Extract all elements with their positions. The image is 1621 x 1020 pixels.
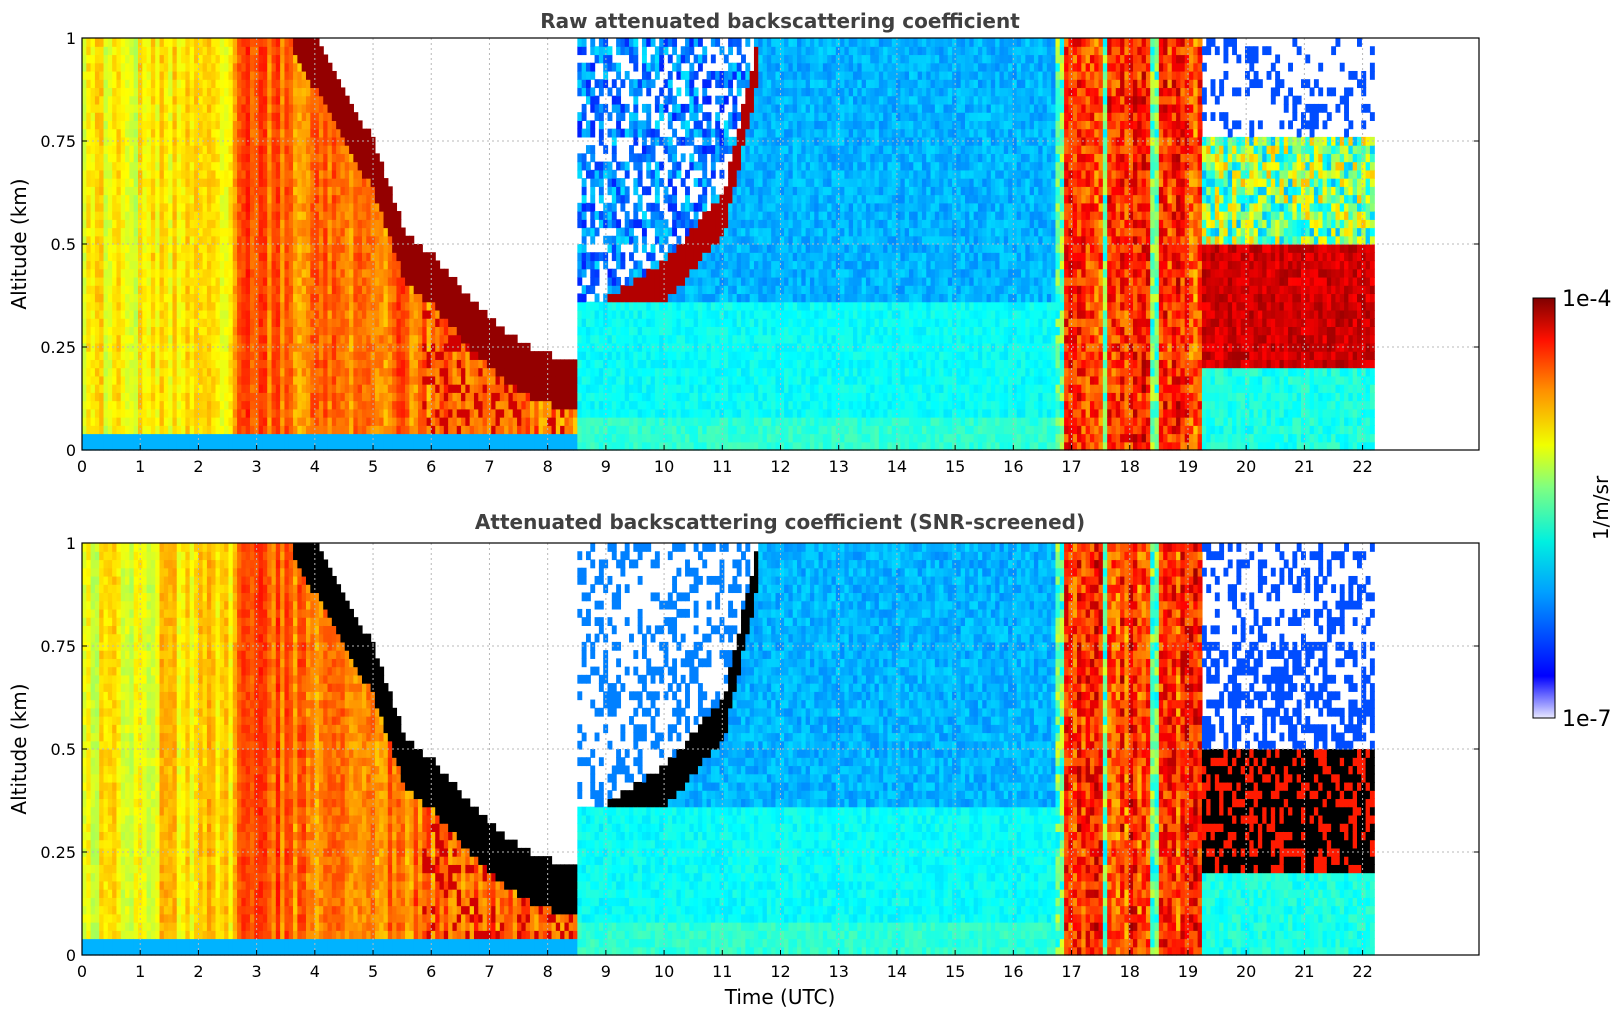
x-tick-label: 20 xyxy=(1236,962,1256,981)
grid-screened xyxy=(82,543,1479,955)
y-tick-label: 0 xyxy=(66,441,76,460)
x-tick-label: 15 xyxy=(945,962,965,981)
x-tick-label: 4 xyxy=(310,457,320,476)
x-tick-label: 11 xyxy=(712,457,732,476)
y-tick-label: 0.75 xyxy=(40,637,76,656)
x-tick-label: 10 xyxy=(654,457,674,476)
colorbar-min-label: 1e-7 xyxy=(1562,707,1611,732)
x-tick-label: 10 xyxy=(654,962,674,981)
x-tick-label: 18 xyxy=(1120,457,1140,476)
x-tick-label: 14 xyxy=(887,457,907,476)
x-tick-label: 6 xyxy=(426,457,436,476)
y-axis-raw: 0 0.25 0.5 0.75 1 xyxy=(40,29,1479,460)
colorbar: 1e-4 1e-7 1/m/sr xyxy=(1532,287,1613,732)
x-tick-label: 5 xyxy=(368,962,378,981)
x-tick-label: 9 xyxy=(601,457,611,476)
x-tick-label: 2 xyxy=(193,962,203,981)
colorbar-max-label: 1e-4 xyxy=(1562,287,1611,312)
x-tick-label: 7 xyxy=(484,457,494,476)
x-tick-label: 1 xyxy=(135,457,145,476)
x-tick-label: 21 xyxy=(1294,962,1314,981)
heatmap-raw xyxy=(82,38,1375,451)
x-tick-label: 12 xyxy=(770,962,790,981)
x-tick-label: 0 xyxy=(77,962,87,981)
x-tick-label: 3 xyxy=(252,962,262,981)
x-tick-label: 0 xyxy=(77,457,87,476)
x-tick-label: 16 xyxy=(1003,457,1023,476)
x-tick-label: 19 xyxy=(1178,962,1198,981)
heatmap-screened xyxy=(82,543,1375,956)
x-tick-label: 12 xyxy=(770,457,790,476)
x-tick-label: 2 xyxy=(193,457,203,476)
x-tick-label: 22 xyxy=(1352,457,1372,476)
panel-raw-title: Raw attenuated backscattering coefficien… xyxy=(540,9,1020,33)
x-tick-label: 16 xyxy=(1003,962,1023,981)
x-tick-label: 6 xyxy=(426,962,436,981)
x-tick-label: 19 xyxy=(1178,457,1198,476)
y-tick-label: 1 xyxy=(66,29,76,48)
x-tick-label: 8 xyxy=(543,962,553,981)
panel-screened-title: Attenuated backscattering coefficient (S… xyxy=(475,510,1085,534)
x-tick-label: 9 xyxy=(601,962,611,981)
x-tick-label: 15 xyxy=(945,457,965,476)
colorbar-gradient xyxy=(1532,297,1556,719)
x-tick-label: 11 xyxy=(712,962,732,981)
colorbar-unit-label: 1/m/sr xyxy=(1589,475,1613,540)
y-tick-label: 0 xyxy=(66,946,76,965)
x-tick-label: 7 xyxy=(484,962,494,981)
grid-raw xyxy=(82,38,1479,450)
x-tick-label: 22 xyxy=(1352,962,1372,981)
y-tick-label: 1 xyxy=(66,534,76,553)
x-tick-label: 17 xyxy=(1061,457,1081,476)
y-axis-label-raw: Altitude (km) xyxy=(7,178,31,309)
x-tick-label: 8 xyxy=(543,457,553,476)
x-tick-label: 20 xyxy=(1236,457,1256,476)
y-axis-screened: 0 0.25 0.5 0.75 1 xyxy=(40,534,1479,965)
y-tick-label: 0.25 xyxy=(40,338,76,357)
x-tick-label: 21 xyxy=(1294,457,1314,476)
x-axis-raw: 0 1 2 3 4 5 6 7 8 9 10 11 12 13 14 15 16 17 18 19 20 21 22 xyxy=(77,445,1373,476)
x-tick-label: 1 xyxy=(135,962,145,981)
x-tick-label: 17 xyxy=(1061,962,1081,981)
y-tick-label: 0.25 xyxy=(40,843,76,862)
x-tick-label: 5 xyxy=(368,457,378,476)
panel-raw: Raw attenuated backscattering coefficien… xyxy=(7,9,1480,476)
x-tick-label: 14 xyxy=(887,962,907,981)
y-axis-label-screened: Altitude (km) xyxy=(7,683,31,814)
y-tick-label: 0.75 xyxy=(40,132,76,151)
panel-screened: Attenuated backscattering coefficient (S… xyxy=(7,510,1480,1009)
x-tick-label: 3 xyxy=(252,457,262,476)
x-axis-label-screened: Time (UTC) xyxy=(724,985,836,1009)
x-axis-screened: 0 1 2 3 4 5 6 7 8 9 10 11 12 13 14 15 16 17 18 19 20 21 22 xyxy=(77,950,1373,981)
x-tick-label: 18 xyxy=(1120,962,1140,981)
x-tick-label: 4 xyxy=(310,962,320,981)
x-tick-label: 13 xyxy=(829,962,849,981)
x-tick-label: 13 xyxy=(829,457,849,476)
y-tick-label: 0.5 xyxy=(51,235,76,254)
y-tick-label: 0.5 xyxy=(51,740,76,759)
